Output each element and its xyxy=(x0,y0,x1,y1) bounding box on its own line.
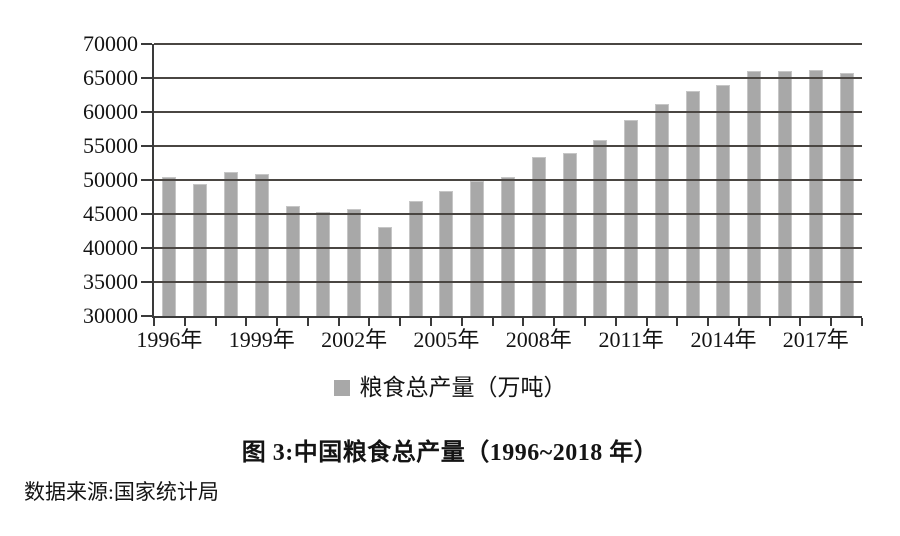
bar-2015年 xyxy=(747,70,762,316)
y-axis-tick xyxy=(141,77,152,79)
bar-2000年 xyxy=(285,205,300,316)
x-axis-tick xyxy=(553,318,556,326)
y-axis-label: 45000 xyxy=(83,201,138,226)
bar-2018年 xyxy=(839,72,854,316)
bar-2009年 xyxy=(562,153,577,316)
x-axis-label: 2008年 xyxy=(505,327,572,352)
x-axis-tick xyxy=(214,318,217,326)
bar-2003年 xyxy=(377,227,392,316)
x-axis-label: 2011年 xyxy=(598,327,664,352)
x-axis-label: 2014年 xyxy=(690,327,757,352)
x-axis-label: 1996年 xyxy=(136,327,203,352)
x-axis-label: 2005年 xyxy=(413,327,480,352)
y-axis-tick xyxy=(141,43,152,45)
gridline xyxy=(154,43,862,45)
x-axis-tick xyxy=(245,318,248,326)
x-axis-tick xyxy=(707,318,710,326)
bar-1999年 xyxy=(254,174,269,316)
bar-1998年 xyxy=(223,171,238,316)
chart-plot-area xyxy=(141,43,863,326)
x-axis-label: 2002年 xyxy=(321,327,388,352)
figure-source: 数据来源:国家统计局 xyxy=(24,480,219,504)
gridline xyxy=(154,247,862,249)
x-axis-tick xyxy=(522,318,525,326)
x-axis-tick xyxy=(861,318,863,326)
x-axis-tick xyxy=(830,318,833,326)
y-axis-label: 60000 xyxy=(83,99,138,124)
x-axis-label: 2017年 xyxy=(782,327,849,352)
x-axis-tick xyxy=(583,318,586,326)
x-axis-tick xyxy=(306,318,309,326)
bar-2016年 xyxy=(778,70,793,316)
x-axis-tick xyxy=(460,318,463,326)
legend-label: 粮食总产量（万吨） xyxy=(359,375,567,400)
bar-2001年 xyxy=(316,212,331,316)
y-axis-label: 70000 xyxy=(83,31,138,56)
y-axis-label: 50000 xyxy=(83,167,138,192)
y-axis-tick xyxy=(141,213,152,215)
bar-2011年 xyxy=(624,119,639,316)
x-axis-tick xyxy=(768,318,771,326)
bar-2002年 xyxy=(347,209,362,316)
bar-2013年 xyxy=(685,91,700,316)
x-axis-tick xyxy=(737,318,740,326)
y-axis-label: 30000 xyxy=(83,303,138,328)
x-axis-tick xyxy=(368,318,371,326)
x-axis-tick xyxy=(430,318,433,326)
x-axis-tick xyxy=(337,318,340,326)
bar-2012年 xyxy=(654,103,669,316)
y-axis-label: 65000 xyxy=(83,65,138,90)
y-axis-tick xyxy=(141,111,152,113)
y-axis-tick xyxy=(141,315,152,317)
y-axis-label: 35000 xyxy=(83,269,138,294)
x-axis-tick xyxy=(183,318,186,326)
x-axis-tick xyxy=(614,318,617,326)
bar-2010年 xyxy=(593,139,608,316)
y-axis-tick xyxy=(141,247,152,249)
x-axis-tick xyxy=(153,318,155,326)
x-axis-tick xyxy=(491,318,494,326)
bar-2017年 xyxy=(808,70,823,316)
figure-title: 图 3:中国粮食总产量（1996~2018 年） xyxy=(241,440,659,466)
bar-2014年 xyxy=(716,85,731,316)
x-axis-tick xyxy=(676,318,679,326)
x-axis-tick xyxy=(799,318,802,326)
y-axis-tick xyxy=(141,281,152,283)
y-axis-label: 40000 xyxy=(83,235,138,260)
gridline xyxy=(154,77,862,79)
legend-swatch-icon xyxy=(333,380,350,396)
bar-2008年 xyxy=(531,156,546,316)
gridline xyxy=(154,281,862,283)
y-axis-label: 55000 xyxy=(83,133,138,158)
y-axis-tick xyxy=(141,179,152,181)
x-axis-label: 1999年 xyxy=(228,327,295,352)
chart-legend: 粮食总产量（万吨） xyxy=(0,376,900,400)
gridline xyxy=(154,179,862,181)
bar-2005年 xyxy=(439,190,454,316)
gridline xyxy=(154,111,862,113)
x-axis-tick xyxy=(276,318,279,326)
y-axis-tick xyxy=(141,145,152,147)
x-axis-tick xyxy=(645,318,648,326)
x-axis-tick xyxy=(399,318,402,326)
gridline xyxy=(154,145,862,147)
gridline xyxy=(154,213,862,215)
bar-1997年 xyxy=(193,183,208,316)
bar-2004年 xyxy=(408,200,423,316)
